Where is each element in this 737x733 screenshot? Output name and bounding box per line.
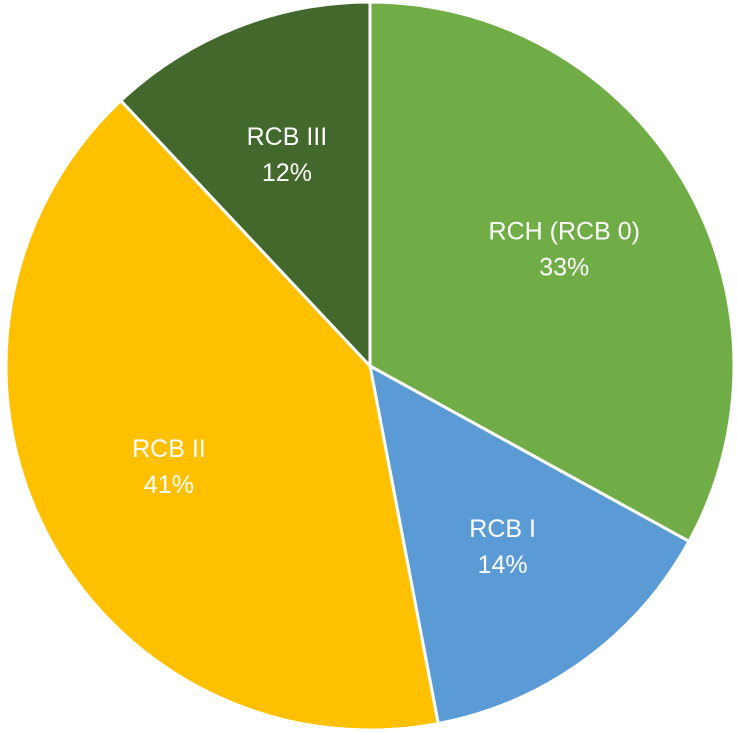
slice-label: RCB I — [469, 515, 536, 543]
slice-label: RCB III — [247, 123, 328, 151]
slice-value-label: 41% — [144, 471, 194, 499]
pie-slice — [118, 0, 372, 370]
pie-slice — [4, 98, 440, 732]
slice-label: RCB II — [132, 435, 206, 463]
pie-slice — [367, 363, 692, 726]
pie-slice — [368, 0, 736, 544]
slice-label: RCH (RCB 0) — [489, 218, 640, 246]
slice-value-label: 14% — [478, 551, 528, 579]
slice-value-label: 12% — [262, 159, 312, 187]
slice-value-label: 33% — [539, 254, 589, 282]
